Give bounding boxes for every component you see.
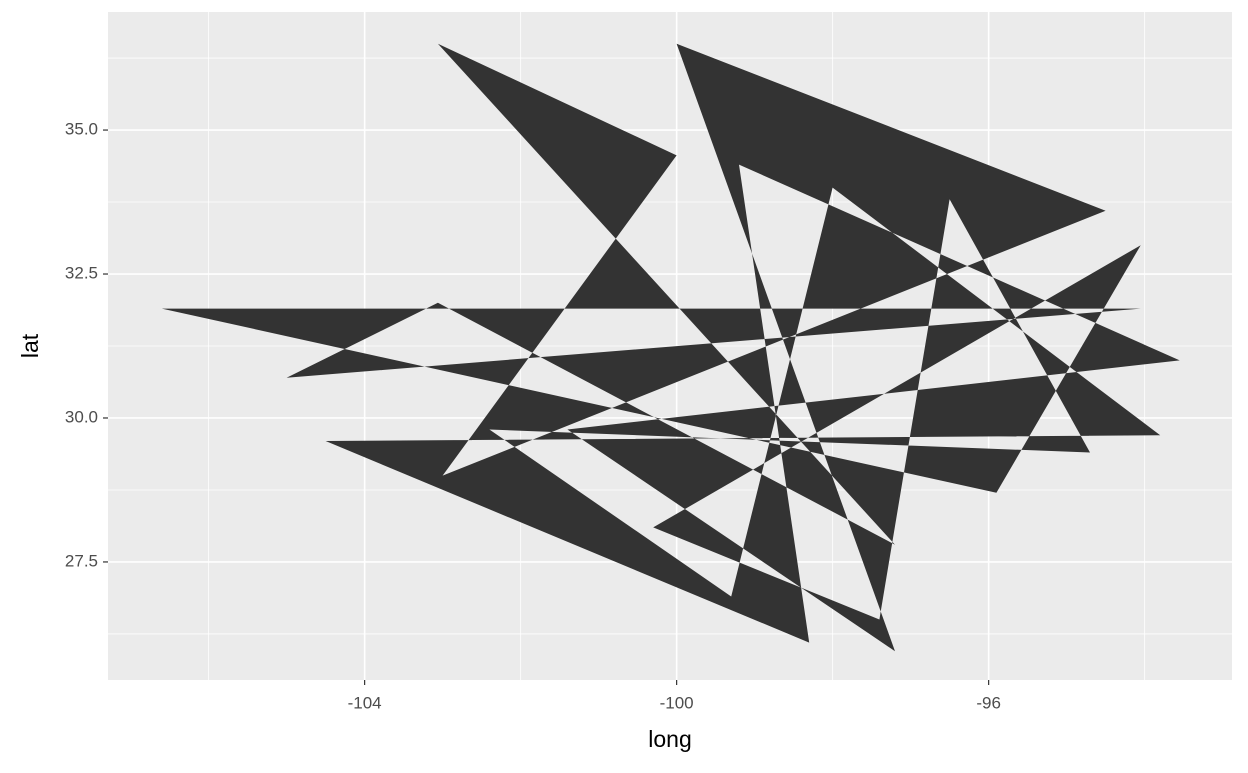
x-axis-title: long	[648, 726, 691, 752]
y-tick-label: 30.0	[65, 407, 98, 426]
polygon	[161, 43, 1180, 652]
x-tick-label: -96	[976, 693, 1001, 712]
x-tick-label: -100	[660, 693, 694, 712]
y-tick-label: 35.0	[65, 120, 98, 139]
y-tick-label: 27.5	[65, 551, 98, 570]
y-tick-label: 32.5	[65, 264, 98, 283]
x-tick-label: -104	[348, 693, 382, 712]
y-axis-title: lat	[17, 333, 43, 358]
